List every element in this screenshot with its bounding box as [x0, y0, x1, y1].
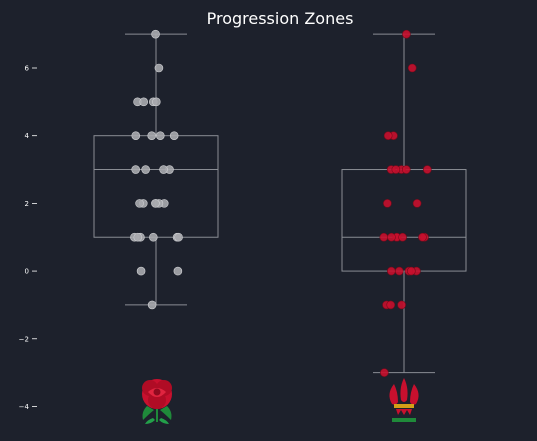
data-point	[141, 165, 150, 174]
data-point	[169, 131, 179, 140]
data-point	[380, 368, 389, 377]
prince-of-wales-feathers-icon	[389, 378, 419, 422]
data-point	[379, 232, 389, 242]
data-point	[407, 63, 417, 73]
data-point	[147, 300, 157, 310]
data-point	[386, 300, 396, 310]
data-point	[174, 232, 183, 242]
data-point	[155, 131, 165, 140]
data-point	[151, 29, 160, 39]
data-point	[154, 63, 164, 73]
data-point	[391, 165, 401, 174]
data-point	[149, 232, 158, 242]
data-point	[402, 29, 411, 39]
data-point	[131, 131, 141, 140]
data-point	[147, 131, 157, 140]
data-point	[383, 199, 392, 208]
data-point	[397, 300, 406, 310]
data-point	[412, 199, 422, 208]
data-point	[407, 266, 416, 276]
data-point	[394, 266, 404, 276]
iqr-box	[341, 169, 467, 272]
data-point	[387, 266, 396, 276]
data-point	[401, 165, 411, 174]
data-point	[136, 266, 146, 276]
y-tick-label: 4	[25, 132, 30, 140]
data-point	[133, 232, 143, 242]
data-point	[173, 266, 183, 276]
box-plot-2	[341, 33, 467, 374]
data-point	[152, 97, 161, 107]
box-plots	[93, 33, 467, 374]
data-point	[398, 232, 407, 242]
y-axis: −4 −2 0 2 4 6	[19, 65, 37, 411]
data-point	[135, 199, 144, 208]
y-tick-label: −2	[19, 335, 29, 343]
data-point	[131, 165, 140, 174]
rose-emblem-icon	[142, 379, 172, 424]
data-point	[139, 97, 149, 107]
data-point	[383, 131, 393, 140]
y-tick-label: 0	[25, 268, 29, 276]
y-tick-label: 2	[25, 200, 29, 208]
data-point	[387, 232, 396, 242]
y-tick-label: 6	[25, 65, 30, 73]
y-tick-label: −4	[19, 403, 30, 411]
data-point	[423, 165, 432, 174]
data-point	[151, 199, 160, 208]
data-point	[159, 165, 168, 174]
data-point	[418, 232, 427, 242]
data-points	[130, 29, 432, 377]
chart-title: Progression Zones	[207, 9, 354, 28]
iqr-box	[93, 135, 219, 238]
box-plot-1	[93, 33, 219, 306]
